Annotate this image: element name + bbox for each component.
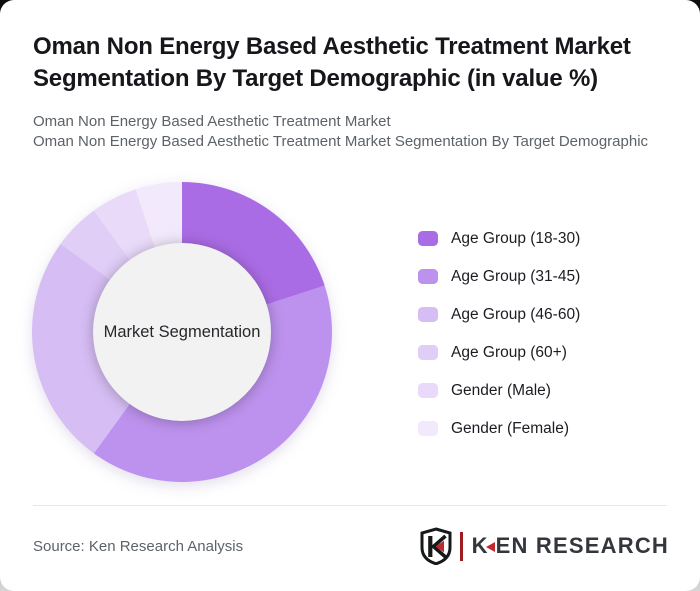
brand-letter-k: K xyxy=(471,533,489,558)
logo-separator xyxy=(459,531,463,561)
chart-subtitle-line2: Oman Non Energy Based Aesthetic Treatmen… xyxy=(33,133,649,150)
legend-label: Age Group (46-60) xyxy=(451,305,581,323)
legend-item-age-group-60[interactable]: Age Group (60+) xyxy=(418,343,580,361)
legend-swatch-icon xyxy=(418,231,438,246)
brand-rest: EN RESEARCH xyxy=(495,533,669,558)
brand-wordmark: K EN RESEARCH xyxy=(472,533,669,559)
legend-swatch-icon xyxy=(418,421,438,436)
red-triangle-icon xyxy=(485,541,495,552)
legend-swatch-icon xyxy=(418,345,438,360)
chart-legend: Age Group (18-30) Age Group (31-45) Age Gr… xyxy=(418,229,581,459)
legend-swatch-icon xyxy=(418,307,438,322)
legend-item-age-group-18-30[interactable]: Age Group (18-30) xyxy=(418,229,581,247)
legend-item-age-group-46-60[interactable]: Age Group (46-60) xyxy=(418,305,581,323)
legend-swatch-icon xyxy=(418,383,438,398)
page-title: Oman Non Energy Based Aesthetic Treatmen… xyxy=(33,33,631,92)
chart-subtitle-block: Oman Non Energy Based Aesthetic Treatmen… xyxy=(33,112,678,152)
legend-item-gender-female[interactable]: Gender (Female) xyxy=(418,419,580,437)
legend-label: Age Group (60+) xyxy=(451,343,567,361)
legend-label: Age Group (31-45) xyxy=(451,267,581,285)
donut-hole: Market Segmentation xyxy=(93,243,271,421)
ken-research-logo: K EN RESEARCH xyxy=(420,527,669,565)
chart-subtitle-line1: Oman Non Energy Based Aesthetic Treatmen… xyxy=(33,113,391,130)
legend-label: Gender (Male) xyxy=(451,381,551,399)
legend-item-gender-male[interactable]: Gender (Male) xyxy=(418,381,580,399)
legend-swatch-icon xyxy=(418,269,438,284)
ken-research-shield-icon xyxy=(420,527,452,565)
footer-divider xyxy=(33,505,667,506)
legend-label: Gender (Female) xyxy=(451,419,570,437)
source-text: Source: Ken Research Analysis xyxy=(33,538,244,555)
legend-item-age-group-31-45[interactable]: Age Group (31-45) xyxy=(418,267,581,285)
legend-label: Age Group (18-30) xyxy=(451,229,581,247)
donut-center-label: Market Segmentation xyxy=(103,322,261,341)
